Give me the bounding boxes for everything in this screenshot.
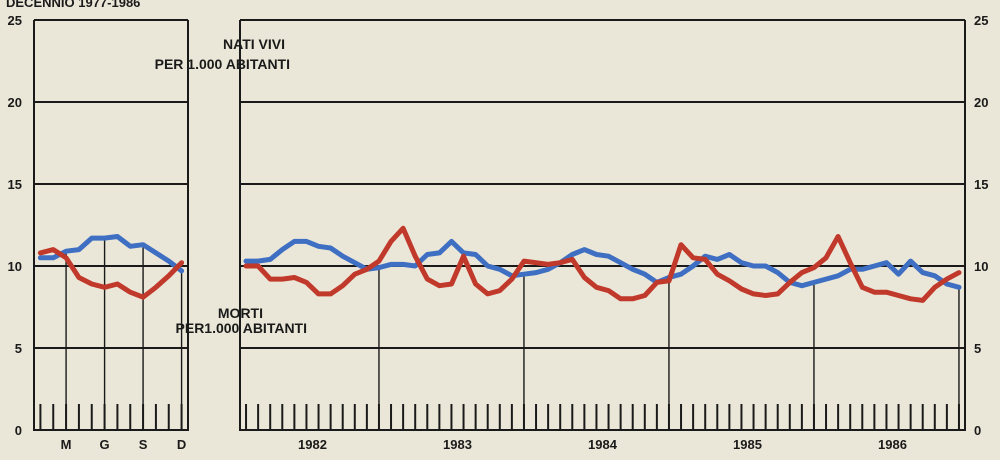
y-tick-label-left: 15	[8, 177, 22, 192]
y-tick-label-left: 20	[8, 95, 22, 110]
x-tick-label-month: S	[139, 437, 148, 452]
y-tick-label-right: 10	[974, 259, 988, 274]
deaths-series-line-right	[243, 225, 962, 303]
left-panel-frame	[33, 20, 189, 431]
x-tick-label-year: 1984	[588, 437, 618, 452]
y-tick-label-right: 25	[974, 13, 988, 28]
series-layer	[37, 225, 962, 303]
deaths-label-line2: PER1.000 ABITANTI	[176, 320, 307, 336]
decade-title: DECENNIO 1977-1986	[6, 0, 140, 10]
x-tick-label-year: 1982	[298, 437, 327, 452]
y-tick-label-right: 20	[974, 95, 988, 110]
x-tick-label-year: 1983	[443, 437, 472, 452]
y-tick-label-left: 0	[15, 423, 22, 438]
births-label-line1: NATI VIVI	[223, 36, 285, 52]
x-tick-label-month: G	[100, 437, 110, 452]
births-series-line-left	[37, 234, 185, 274]
x-tick-label-year: 1985	[733, 437, 762, 452]
y-tick-label-left: 10	[8, 259, 22, 274]
x-tick-label-month: D	[177, 437, 186, 452]
y-tick-label-left: 25	[8, 13, 22, 28]
x-tick-label-year: 1986	[878, 437, 907, 452]
deaths-series-line-left	[37, 247, 185, 300]
y-tick-label-right: 0	[974, 423, 981, 438]
x-tick-label-month: M	[61, 437, 72, 452]
right-panel-frame	[239, 20, 966, 431]
y-tick-label-right: 5	[974, 341, 981, 356]
axis-labels-layer: 0 0 5 5 10 10 15 15 20 20 25 25 M G S D 1982 1983 1984 1985…	[8, 13, 989, 452]
grid-layer	[33, 19, 966, 431]
y-tick-label-left: 5	[15, 341, 22, 356]
y-tick-label-right: 15	[974, 177, 988, 192]
births-label-line2: PER 1.000 ABITANTI	[155, 56, 290, 72]
